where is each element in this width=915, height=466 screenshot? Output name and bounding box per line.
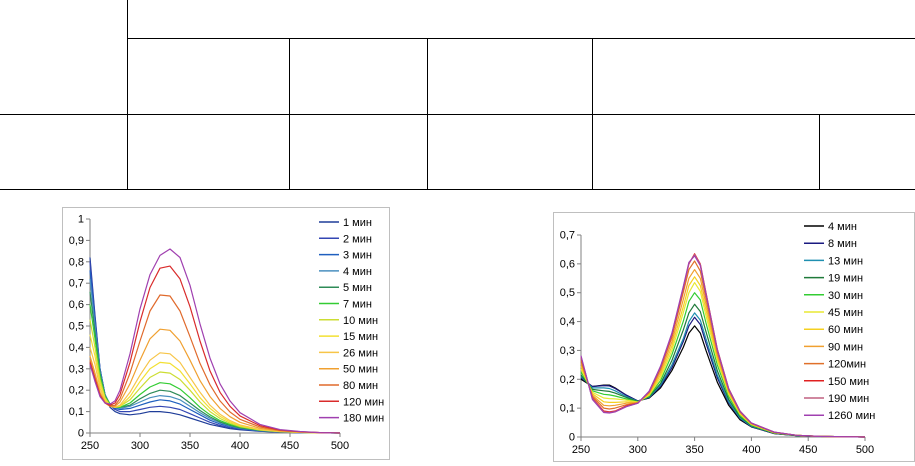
x-tick-label: 350 xyxy=(685,444,703,456)
legend-label-3: 13 мин xyxy=(828,255,863,267)
empty-table xyxy=(0,0,915,190)
x-tick-label: 300 xyxy=(131,440,149,452)
series-line-7 xyxy=(580,276,866,438)
legend-label-13: 180 мин xyxy=(343,413,384,425)
legend-label-8: 90 мин xyxy=(828,341,863,353)
legend-label-10: 50 мин xyxy=(343,364,378,376)
series-line-9 xyxy=(580,260,866,438)
y-tick-label: 0,9 xyxy=(69,235,84,247)
legend-label-2: 8 мин xyxy=(828,238,857,250)
table-grid-lines xyxy=(0,0,915,190)
y-tick-label: 0,6 xyxy=(69,299,84,311)
legend-label-4: 19 мин xyxy=(828,273,863,285)
legend-label-8: 15 мин xyxy=(343,331,378,343)
chart-right-frame: 0 0,1 0,2 0,3 0,4 0,5 0,6 0,7 250 300 350 400 450 500… xyxy=(553,212,915,462)
y-tick-label: 1 xyxy=(78,214,84,226)
y-tick-label: 0 xyxy=(78,428,84,440)
y-tick-label: 0,5 xyxy=(69,321,84,333)
legend-label-5: 5 мин xyxy=(343,282,372,294)
legend-label-6: 45 мин xyxy=(828,307,863,319)
x-tick-label: 500 xyxy=(856,444,874,456)
x-tick-label: 500 xyxy=(331,440,349,452)
legend-label-12: 120 мин xyxy=(343,396,384,408)
x-tick-label: 400 xyxy=(231,440,249,452)
chart-left-frame: 0 0,1 0,2 0,3 0,4 0,5 0,6 0,7 0,8 0,9 1 250 300 350 40… xyxy=(62,207,390,460)
legend-label-5: 30 мин xyxy=(828,290,863,302)
legend-label-4: 4 мин xyxy=(343,266,372,278)
legend-label-1: 4 мин xyxy=(828,221,857,233)
x-tick-label: 250 xyxy=(81,440,99,452)
legend-label-11: 80 мин xyxy=(343,380,378,392)
series-line-12 xyxy=(580,255,866,438)
y-tick-label: 0,4 xyxy=(69,342,84,354)
series-line-13 xyxy=(89,248,341,434)
series-line-7 xyxy=(89,319,341,434)
series-line-10 xyxy=(580,253,866,438)
series-line-6 xyxy=(580,282,866,438)
y-tick-label: 0,7 xyxy=(560,230,575,242)
legend-label-2: 2 мин xyxy=(343,233,372,245)
x-tick-label: 450 xyxy=(799,444,817,456)
chart-left: 0 0,1 0,2 0,3 0,4 0,5 0,6 0,7 0,8 0,9 1 250 300 350 40… xyxy=(69,214,385,453)
series-line-12 xyxy=(89,265,341,434)
x-tick-label: 250 xyxy=(572,444,590,456)
y-tick-label: 0,6 xyxy=(560,258,575,270)
series-line-3 xyxy=(89,270,341,434)
y-tick-label: 0 xyxy=(569,432,575,444)
x-tick-label: 350 xyxy=(181,440,199,452)
legend-label-6: 7 мин xyxy=(343,299,372,311)
legend-label-12: 1260 мин xyxy=(828,410,875,422)
legend-label-9: 26 мин xyxy=(343,347,378,359)
x-tick-label: 400 xyxy=(742,444,760,456)
legend-label-1: 1 мин xyxy=(343,217,372,229)
legend-label-9: 120мин xyxy=(828,359,866,371)
y-tick-label: 0,4 xyxy=(560,316,575,328)
y-tick-label: 0,7 xyxy=(69,278,84,290)
legend-label-3: 3 мин xyxy=(343,250,372,262)
series-line-11 xyxy=(89,294,341,434)
y-tick-label: 0,1 xyxy=(560,403,575,415)
legend-label-10: 150 мин xyxy=(828,376,869,388)
y-tick-label: 0,8 xyxy=(69,256,84,268)
x-tick-label: 300 xyxy=(629,444,647,456)
legend-label-7: 60 мин xyxy=(828,324,863,336)
legend-label-11: 190 мин xyxy=(828,393,869,405)
chart-right: 0 0,1 0,2 0,3 0,4 0,5 0,6 0,7 250 300 350 400 450 500… xyxy=(560,221,876,456)
y-tick-label: 0,3 xyxy=(560,345,575,357)
y-tick-label: 0,2 xyxy=(69,385,84,397)
x-tick-label: 450 xyxy=(281,440,299,452)
legend-label-7: 10 мин xyxy=(343,315,378,327)
y-tick-label: 0,2 xyxy=(560,374,575,386)
y-tick-label: 0,5 xyxy=(560,287,575,299)
y-tick-label: 0,1 xyxy=(69,406,84,418)
y-tick-label: 0,3 xyxy=(69,363,84,375)
